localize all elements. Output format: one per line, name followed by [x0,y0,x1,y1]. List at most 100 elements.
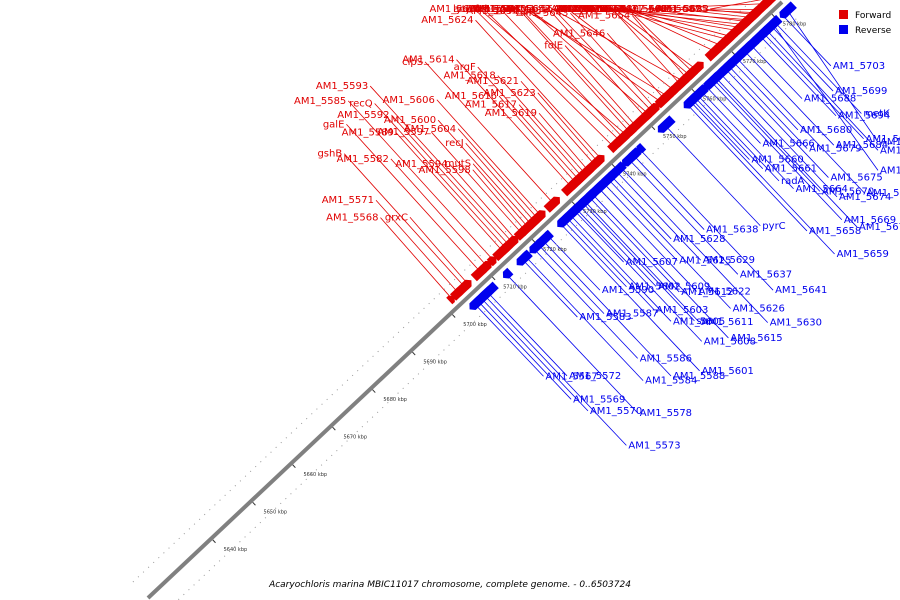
forward-gene-label[interactable]: AM1_5624 [421,15,473,26]
reverse-gene-label[interactable]: AM1_5670 [822,186,874,197]
forward-gene-label[interactable]: AM1_5647 [469,4,521,15]
forward-gene-label[interactable]: AM1_5639 [496,6,548,17]
forward-gene-label[interactable]: grxC [385,212,408,223]
reverse-gene-label[interactable]: AM1_5641 [775,285,827,296]
forward-gene-label[interactable]: argF [454,62,476,73]
forward-gene-label[interactable]: AM1_5695 [656,4,708,15]
forward-gene-feature[interactable] [486,256,497,267]
reverse-gene-label[interactable]: AM1_5570 [590,406,642,417]
reverse-gene-feature[interactable] [737,40,755,59]
forward-gene-label[interactable]: AM1_5689 [587,4,639,15]
forward-gene-label[interactable]: AM1_5682 [615,4,667,15]
forward-gene-feature[interactable] [654,98,665,109]
forward-gene-label[interactable]: AM1_5593 [316,81,368,92]
forward-gene-label[interactable]: AM1_5653 [499,4,551,15]
reverse-gene-label[interactable]: AM1_5698 [880,145,900,156]
reverse-gene-feature[interactable] [781,1,797,17]
reverse-gene-label[interactable]: AM1_5608 [704,336,756,347]
reverse-gene-label[interactable]: AM1_5587 [606,309,658,320]
reverse-gene-label[interactable]: AM1_5638 [706,225,758,236]
forward-gene-feature[interactable] [607,143,617,154]
reverse-gene-label[interactable]: AM1_5573 [628,440,680,451]
forward-gene-label[interactable]: AM1_5665 [575,4,627,15]
reverse-gene-label[interactable]: AM1_5688 [804,94,856,105]
reverse-gene-label[interactable]: AM1_5674 [839,192,891,203]
reverse-gene-label[interactable]: AM1_5637 [740,269,792,280]
forward-gene-label[interactable]: AM1_5677 [592,4,644,15]
forward-gene-label[interactable]: AM1_5667 [557,4,609,15]
reverse-gene-label[interactable]: AM1_5569 [573,394,625,405]
reverse-gene-label[interactable]: AM1_5680 [800,125,852,136]
forward-gene-label[interactable]: accA [453,4,477,15]
reverse-gene-feature[interactable] [516,250,532,266]
reverse-gene-feature[interactable] [557,217,567,228]
reverse-gene-label[interactable]: AM1_5590 [602,285,654,296]
reverse-gene-label[interactable]: AM1_5659 [837,249,889,260]
reverse-gene-feature[interactable] [584,189,597,202]
reverse-gene-feature[interactable] [767,15,782,31]
reverse-gene-label[interactable]: AM1_5664 [796,184,848,195]
forward-gene-label[interactable]: AM1_5640 [475,4,527,15]
forward-gene-label[interactable]: AM1_5600 [384,115,436,126]
reverse-gene-feature[interactable] [529,241,542,254]
reverse-gene-label[interactable]: AM1_5696 [866,134,900,145]
forward-gene-label[interactable]: gshB [317,149,342,160]
forward-gene-label[interactable]: AM1_5678 [553,4,605,15]
reverse-gene-label[interactable]: AM1_5694 [838,111,890,122]
forward-gene-label[interactable]: AM1_5673 [572,4,624,15]
forward-gene-feature[interactable] [525,215,540,230]
forward-gene-feature[interactable] [625,124,637,136]
reverse-gene-label[interactable]: AM1_5679 [809,144,861,155]
forward-gene-label[interactable]: AM1_5597 [377,127,429,138]
forward-gene-label[interactable]: fabG [475,4,499,15]
reverse-gene-label[interactable]: AM1_5601 [702,366,754,377]
reverse-gene-label[interactable]: AM1_5703 [833,61,885,72]
reverse-gene-label[interactable]: AM1_5588 [673,371,725,382]
forward-gene-label[interactable]: AM1_5585 [294,96,346,107]
forward-gene-label[interactable]: AM1_5614 [402,55,454,66]
forward-gene-label[interactable]: mutS [445,159,471,170]
reverse-gene-label[interactable]: AM1_5671 [859,222,900,233]
forward-gene-feature[interactable] [492,243,510,262]
forward-gene-label[interactable]: AM1_5672 [555,4,607,15]
reverse-gene-label[interactable]: pyrC [762,221,785,232]
forward-gene-label[interactable]: AM1_5589 [342,127,394,138]
reverse-gene-label[interactable]: AM1_5609 [658,281,710,292]
forward-gene-feature[interactable] [742,16,752,26]
forward-gene-label[interactable]: AM1_5618 [443,71,495,82]
reverse-gene-label[interactable]: AM1_5612 [681,287,733,298]
reverse-gene-label[interactable]: AM1_5669 [844,215,896,226]
forward-gene-label[interactable]: AM1_5598 [419,165,471,176]
reverse-gene-label[interactable]: AM1_5615 [730,333,782,344]
forward-gene-label[interactable]: AM1_5687 [649,4,701,15]
forward-gene-label[interactable]: AM1_5634 [466,6,518,17]
reverse-gene-label[interactable]: AM1_5607 [626,257,678,268]
reverse-gene-label[interactable]: AM1_5675 [830,173,882,184]
forward-gene-feature[interactable] [644,106,657,119]
forward-gene-label[interactable]: AM1_5606 [383,95,435,106]
forward-gene-label[interactable]: AM1_5616 [445,91,497,102]
forward-gene-label[interactable]: AM1_5571 [322,195,374,206]
forward-gene-label[interactable]: AM1_5657 [560,4,612,15]
reverse-gene-feature[interactable] [657,115,676,133]
reverse-gene-label[interactable]: AM1_5584 [645,376,697,387]
forward-gene-feature[interactable] [446,295,455,305]
forward-gene-feature[interactable] [561,179,579,197]
reverse-gene-label[interactable]: radA [781,176,805,187]
forward-gene-label[interactable]: AM1_5683 [657,4,709,15]
forward-gene-label[interactable]: AM1_5676 [551,4,603,15]
reverse-gene-label[interactable]: metK [863,108,890,119]
reverse-gene-feature[interactable] [686,91,701,106]
forward-gene-label[interactable]: recQ [349,98,373,109]
reverse-gene-label[interactable]: AM1_5628 [673,234,725,245]
reverse-gene-feature[interactable] [636,143,647,153]
forward-gene-label[interactable]: AM1_5592 [337,110,389,121]
reverse-gene-label[interactable]: AM1_5605 [673,316,725,327]
forward-gene-label[interactable]: AM1_5663 [571,4,623,15]
reverse-gene-feature[interactable] [709,72,722,84]
reverse-gene-label[interactable]: AM1_5622 [699,286,751,297]
reverse-gene-label[interactable]: AM1_5661 [765,164,817,175]
reverse-gene-feature[interactable] [595,172,615,192]
forward-gene-label[interactable]: folE [544,41,563,52]
reverse-gene-label[interactable]: AM1_5586 [640,353,692,364]
